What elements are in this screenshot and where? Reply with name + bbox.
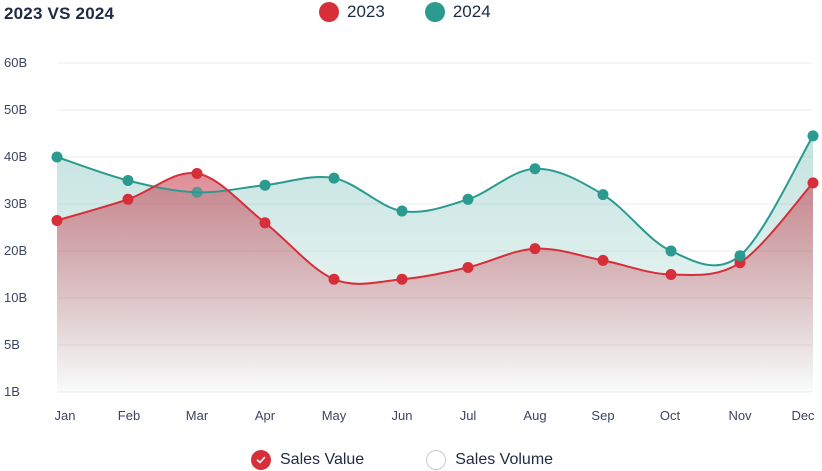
legend-item-2024[interactable]: 2024 — [424, 2, 491, 22]
data-point-2023-may[interactable] — [328, 273, 340, 285]
legend: 2023 2024 — [319, 2, 491, 22]
y-tick-label: 1B — [4, 384, 20, 399]
legend-dot-2024 — [424, 2, 445, 22]
y-axis: 1B 5B 10B 20B 30B 40B 50B 60B — [4, 55, 27, 399]
check-icon — [251, 450, 271, 470]
chart-title: 2023 VS 2024 — [4, 4, 115, 23]
data-point-2023-jan[interactable] — [51, 214, 63, 226]
legend-label-2023: 2023 — [347, 2, 385, 21]
area-layer — [57, 135, 813, 393]
x-tick-label: Apr — [255, 408, 276, 423]
data-point-2024-dec[interactable] — [807, 130, 819, 142]
y-tick-label: 50B — [4, 102, 27, 117]
x-tick-label: May — [322, 408, 347, 423]
data-point-2024-jun[interactable] — [396, 205, 408, 217]
y-tick-label: 10B — [4, 290, 27, 305]
x-axis: Jan Feb Mar Apr May Jun Jul Aug Sep Oct Nov Dec — [55, 408, 816, 423]
data-point-2024-jul[interactable] — [462, 193, 474, 205]
unchecked-circle-icon — [426, 450, 447, 470]
data-point-2023-jun[interactable] — [396, 273, 408, 285]
data-point-2023-oct[interactable] — [665, 269, 677, 280]
y-tick-label: 20B — [4, 243, 27, 258]
sales-volume-toggle[interactable]: Sales Volume — [426, 450, 553, 470]
data-point-2024-apr[interactable] — [259, 179, 271, 191]
sales-value-label: Sales Value — [280, 451, 365, 468]
data-point-2023-sep[interactable] — [597, 254, 609, 266]
data-point-2024-jan[interactable] — [51, 151, 63, 163]
metric-toggles: Sales Value Sales Volume — [251, 450, 553, 470]
data-point-2024-mar[interactable] — [191, 186, 203, 198]
x-tick-label: Oct — [660, 408, 681, 423]
x-tick-label: Nov — [728, 408, 752, 423]
legend-item-2023[interactable]: 2023 — [319, 2, 385, 22]
legend-dot-2023 — [319, 2, 339, 22]
legend-label-2024: 2024 — [452, 2, 491, 21]
data-point-2024-feb[interactable] — [122, 175, 134, 186]
y-tick-label: 60B — [4, 55, 27, 70]
x-tick-label: Jun — [392, 408, 413, 423]
x-tick-label: Jan — [55, 408, 76, 423]
area-2023 — [57, 172, 813, 392]
y-tick-label: 30B — [4, 196, 27, 211]
x-tick-label: Sep — [591, 408, 614, 423]
y-tick-label: 40B — [4, 149, 27, 164]
x-tick-label: Feb — [118, 408, 140, 423]
data-point-2023-feb[interactable] — [122, 193, 134, 205]
data-point-2023-aug[interactable] — [529, 243, 541, 255]
line-chart: 1B 5B 10B 20B 30B 40B 50B 60B Jan Feb Mar Apr May Ju… — [4, 55, 819, 423]
data-point-2023-apr[interactable] — [259, 217, 271, 229]
data-point-2023-jul[interactable] — [462, 261, 474, 273]
data-point-2024-aug[interactable] — [529, 163, 541, 175]
x-tick-label: Aug — [523, 408, 546, 423]
data-point-2024-oct[interactable] — [665, 245, 677, 257]
sales-volume-label: Sales Volume — [455, 451, 554, 468]
y-tick-label: 5B — [4, 337, 20, 352]
x-tick-label: Mar — [186, 408, 209, 423]
data-point-2023-dec[interactable] — [807, 177, 819, 189]
x-tick-label: Dec — [791, 408, 815, 423]
x-tick-label: Jul — [460, 408, 477, 423]
data-point-2024-nov[interactable] — [734, 250, 746, 262]
data-point-2024-sep[interactable] — [597, 189, 609, 201]
data-point-2023-mar[interactable] — [191, 167, 203, 179]
sales-value-toggle[interactable]: Sales Value — [251, 450, 364, 470]
point-layer — [51, 130, 819, 285]
data-point-2024-may[interactable] — [328, 172, 340, 184]
